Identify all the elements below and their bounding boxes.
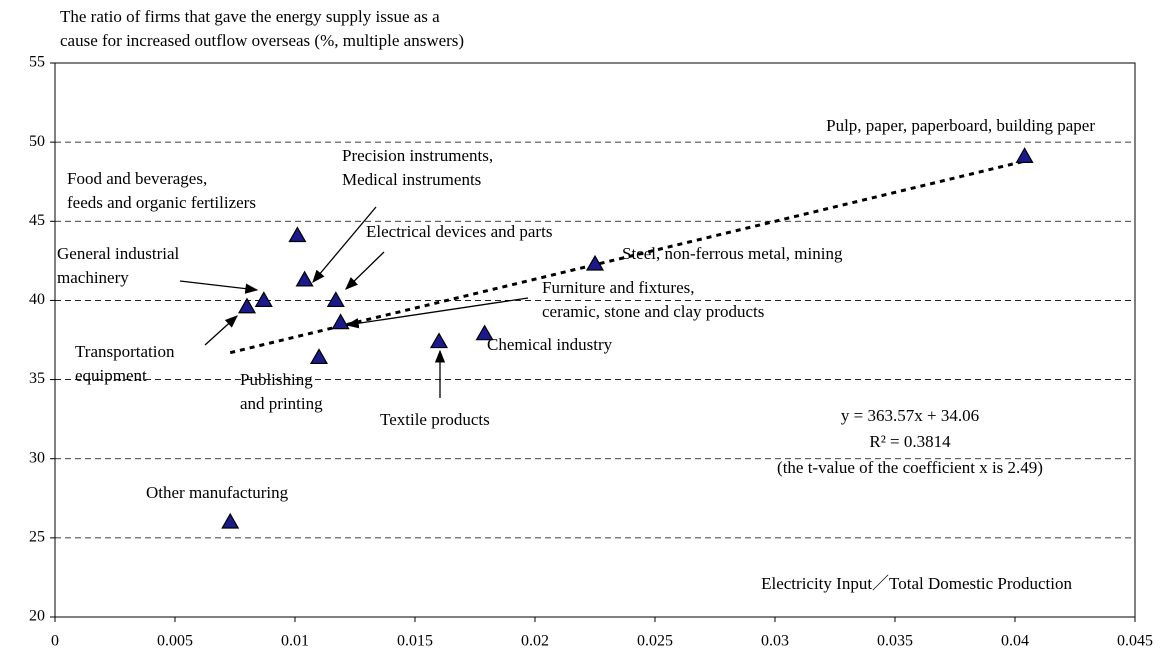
y-axis-title: The ratio of firms that gave the energy … <box>60 7 440 26</box>
point <box>221 512 240 529</box>
y-tick-label: 30 <box>29 449 45 466</box>
point-label: Other manufacturing <box>146 483 289 502</box>
trendline <box>229 159 1025 355</box>
point <box>309 348 329 365</box>
y-tick-label: 40 <box>29 291 45 308</box>
plot-area <box>54 62 1136 618</box>
x-tick-label: 0.035 <box>877 633 913 650</box>
y-tick-label: 35 <box>29 370 45 387</box>
point-label: and printing <box>240 394 323 413</box>
point-label: Electrical devices and parts <box>366 222 552 241</box>
y-tick-label: 55 <box>29 54 45 71</box>
point-label: Pulp, paper, paperboard, building paper <box>826 116 1095 135</box>
point-label: Publishing <box>240 370 313 389</box>
x-tick-label: 0.015 <box>397 633 433 650</box>
point-label: Food and beverages, <box>67 169 207 188</box>
point-label: Steel, non-ferrous metal, mining <box>622 244 843 263</box>
point <box>288 226 307 243</box>
arrows <box>179 206 529 398</box>
point <box>475 324 494 341</box>
arrow <box>179 280 259 294</box>
point <box>585 254 605 271</box>
point-label: Chemical industry <box>487 335 613 354</box>
point-label: General industrial <box>57 244 180 263</box>
y-tick-label: 25 <box>29 529 45 546</box>
point-label: ceramic, stone and clay products <box>542 302 764 321</box>
regression-annotation: (the t-value of the coefficient x is 2.4… <box>777 458 1043 477</box>
x-tick-label: 0.04 <box>1001 633 1029 650</box>
point <box>295 270 314 287</box>
point-label: Medical instruments <box>342 170 481 189</box>
y-tick-label: 45 <box>29 212 45 229</box>
point-label: Transportation <box>75 342 175 361</box>
x-tick-label: 0.045 <box>1117 633 1153 650</box>
point-label: Precision instruments, <box>342 146 493 165</box>
x-tick-label: 0 <box>51 633 59 650</box>
point <box>326 291 345 308</box>
x-tick-label: 0.01 <box>281 633 309 650</box>
x-tick-label: 0.005 <box>157 633 193 650</box>
point <box>254 291 273 308</box>
point-label: machinery <box>57 268 129 287</box>
y-tick-label: 50 <box>29 133 45 150</box>
point-label: equipment <box>75 366 147 385</box>
point <box>1015 147 1034 163</box>
x-axis-title: Electricity Input／Total Domestic Product… <box>761 574 1072 593</box>
point-label: feeds and organic fertilizers <box>67 193 256 212</box>
point <box>429 332 449 349</box>
regression-annotation: y = 363.57x + 34.06 <box>841 406 979 425</box>
point <box>331 313 350 330</box>
arrow <box>345 251 385 290</box>
x-tick-label: 0.02 <box>521 633 549 650</box>
point-label: Furniture and fixtures, <box>542 278 695 297</box>
arrow <box>204 315 238 346</box>
arrow <box>312 206 377 283</box>
x-tick-label: 0.03 <box>761 633 789 650</box>
point <box>237 297 257 314</box>
regression-annotation: R² = 0.3814 <box>869 432 951 451</box>
arrow <box>345 297 529 329</box>
x-tick-label: 0.025 <box>637 633 673 650</box>
y-tick-label: 20 <box>29 608 45 625</box>
point-label: Textile products <box>380 410 490 429</box>
y-axis-title: cause for increased outflow overseas (%,… <box>60 31 464 50</box>
